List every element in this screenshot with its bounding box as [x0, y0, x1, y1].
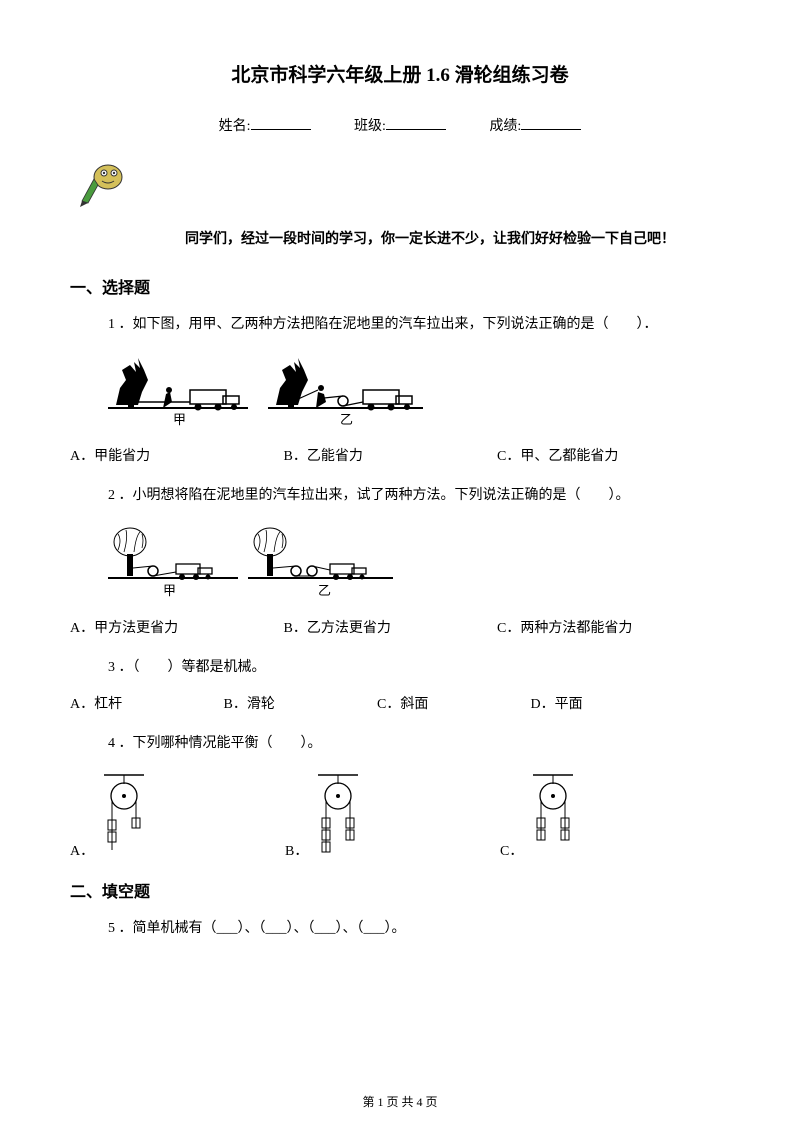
q1-options: A．甲能省力 B．乙能省力 C．甲、乙都能省力 [70, 445, 730, 465]
q1-option-b[interactable]: B．乙能省力 [284, 445, 494, 465]
q2-label-b: 乙 [318, 583, 331, 598]
question-2: 2 ．小明想将陷在泥地里的汽车拉出来，试了两种方法。下列说法正确的是（ ）。 [108, 485, 730, 507]
q2-option-b[interactable]: B．乙方法更省力 [284, 617, 494, 637]
q2-options: A．甲方法更省力 B．乙方法更省力 C．两种方法都能省力 [70, 617, 730, 637]
score-label: 成绩: [489, 119, 521, 134]
q3-option-b[interactable]: B．滑轮 [224, 693, 374, 713]
q3-option-c[interactable]: C．斜面 [377, 693, 527, 713]
page-footer: 第 1 页 共 4 页 [0, 1093, 800, 1110]
question-5: 5 ．简单机械有（___）、（___）、（___）、（___）。 [108, 918, 730, 940]
name-label: 姓名: [219, 119, 251, 134]
page-title: 北京市科学六年级上册 1.6 滑轮组练习卷 [70, 60, 730, 87]
class-blank[interactable] [386, 129, 446, 130]
q4-option-a[interactable]: A． [70, 840, 94, 860]
q3-option-d[interactable]: D．平面 [531, 693, 681, 713]
q2-label-a: 甲 [163, 583, 176, 598]
q4-figure: A． B． C． [70, 770, 730, 860]
q2-option-a[interactable]: A．甲方法更省力 [70, 617, 280, 637]
q1-option-c[interactable]: C．甲、乙都能省力 [497, 445, 707, 465]
q4-option-b[interactable]: B． [285, 840, 308, 860]
q1-figure: 甲 乙 [108, 350, 730, 433]
q1-label-b: 乙 [340, 412, 353, 427]
q2-figure: 甲 乙 [108, 522, 730, 605]
q1-option-a[interactable]: A．甲能省力 [70, 445, 280, 465]
info-line: 姓名: 班级: 成绩: [70, 115, 730, 135]
score-blank[interactable] [521, 129, 581, 130]
q3-option-a[interactable]: A．杠杆 [70, 693, 220, 713]
class-label: 班级: [354, 119, 386, 134]
question-1: 1 ．如下图，用甲、乙两种方法把陷在泥地里的汽车拉出来，下列说法正确的是（ ）． [108, 314, 730, 336]
question-3: 3 ．（ ）等都是机械。 [108, 657, 730, 679]
pencil-icon [80, 159, 730, 214]
q1-label-a: 甲 [173, 412, 186, 427]
q4-option-c[interactable]: C． [500, 840, 523, 860]
q2-option-c[interactable]: C．两种方法都能省力 [497, 617, 707, 637]
section-2-heading: 二、填空题 [70, 878, 730, 902]
intro-text: 同学们，经过一段时间的学习，你一定长进不少，让我们好好检验一下自己吧！ [150, 228, 710, 248]
name-blank[interactable] [251, 129, 311, 130]
question-4: 4 ．下列哪种情况能平衡（ ）。 [108, 733, 730, 755]
q3-options: A．杠杆 B．滑轮 C．斜面 D．平面 [70, 693, 730, 713]
section-1-heading: 一、选择题 [70, 274, 730, 298]
